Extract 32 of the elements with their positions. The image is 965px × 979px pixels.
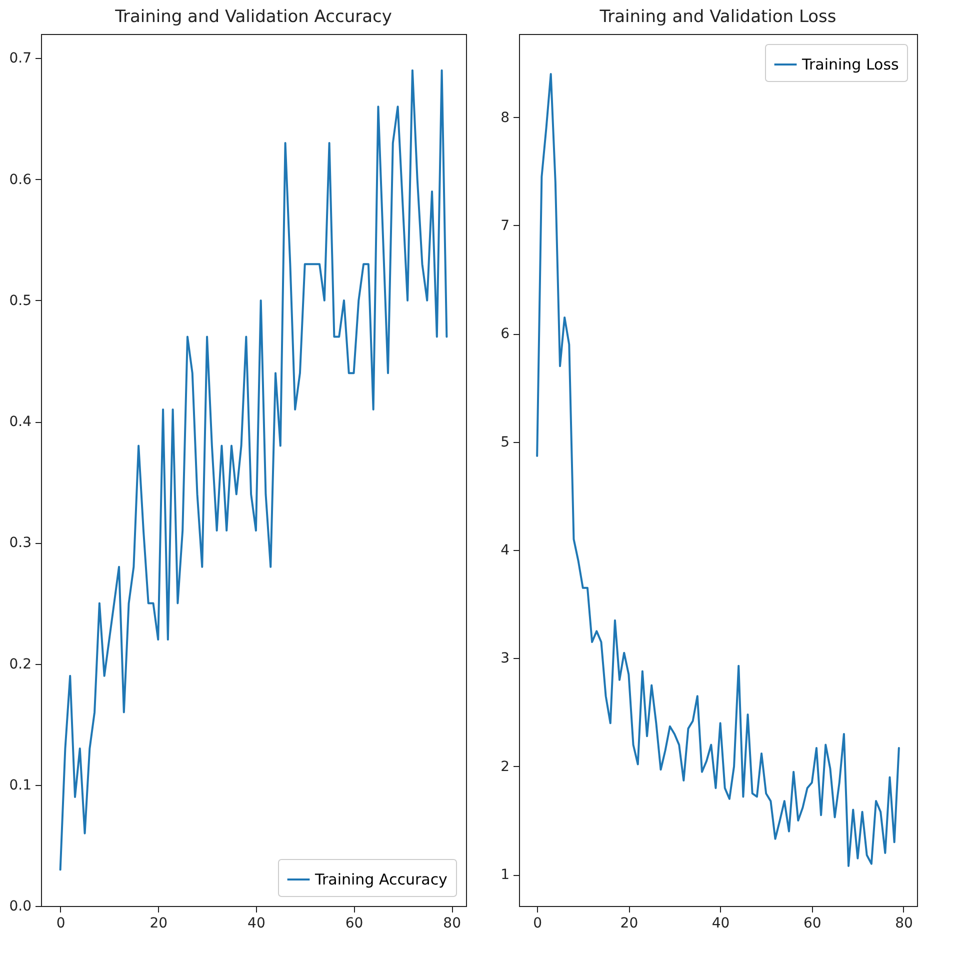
x-tick-label: 60	[345, 916, 364, 932]
y-tick-label: 0.1	[9, 777, 32, 794]
y-tick-label: 8	[500, 110, 510, 126]
y-tick-label: 3	[500, 650, 510, 667]
x-tick-label: 60	[803, 916, 822, 932]
y-tick-label: 0.6	[9, 172, 32, 188]
x-tick-label: 20	[150, 916, 168, 932]
y-tick-label: 5	[500, 434, 510, 450]
y-tick-label: 6	[500, 326, 510, 342]
x-tick-label: 0	[56, 916, 66, 932]
legend-label: Training Loss	[801, 56, 900, 74]
y-tick-label: 0.3	[9, 535, 32, 552]
x-tick-label: 0	[533, 916, 542, 932]
line-series	[536, 73, 900, 867]
x-tick-label: 40	[248, 916, 266, 932]
y-tick-label: 0.7	[9, 50, 32, 67]
y-tick-label: 0.5	[9, 292, 32, 309]
y-tick-label: 0.4	[9, 414, 32, 430]
chart-title: Training and Validation Loss	[598, 7, 836, 27]
x-tick-label: 40	[712, 916, 730, 932]
chart-title: Training and Validation Accuracy	[114, 7, 392, 27]
y-tick-label: 1	[500, 867, 510, 884]
legend-label: Training Accuracy	[314, 870, 448, 888]
x-tick-label: 80	[443, 916, 461, 932]
y-tick-label: 0.2	[9, 656, 32, 672]
x-tick-label: 20	[620, 916, 638, 932]
y-tick-label: 7	[500, 218, 510, 234]
x-tick-label: 80	[895, 916, 913, 932]
y-tick-label: 2	[500, 758, 510, 775]
y-tick-label: 4	[500, 542, 510, 559]
y-tick-label: 0.0	[9, 898, 32, 914]
line-series	[59, 69, 448, 871]
